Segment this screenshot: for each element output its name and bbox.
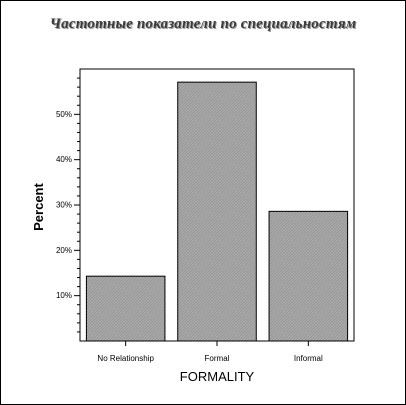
- x-axis-ticks: No Relationship Formal Informal: [97, 341, 323, 363]
- y-tick-label: 50%: [56, 110, 72, 119]
- x-axis-label: FORMALITY: [80, 369, 354, 384]
- y-tick-label: 40%: [56, 155, 72, 164]
- y-tick-label: 10%: [56, 291, 72, 300]
- y-axis-label: Percent: [31, 175, 46, 239]
- bar: [86, 276, 165, 341]
- y-tick-label: 20%: [56, 246, 72, 255]
- x-tick-label: Formal: [205, 354, 230, 363]
- y-tick-label: 30%: [56, 201, 72, 210]
- bar: [269, 211, 348, 341]
- bar: [178, 82, 257, 341]
- x-tick-label: No Relationship: [97, 354, 154, 363]
- x-tick-label: Informal: [294, 354, 323, 363]
- y-axis-ticks: 10% 20% 30% 40% 50%: [56, 110, 80, 300]
